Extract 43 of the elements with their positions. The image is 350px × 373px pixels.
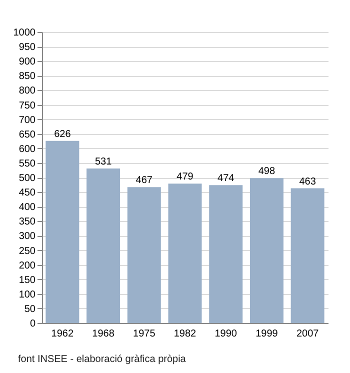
y-tick-label: 550	[18, 158, 36, 170]
bar	[86, 168, 120, 323]
data-label: 467	[136, 175, 153, 186]
y-tick-label: 750	[18, 100, 36, 112]
y-tick-label: 0	[30, 318, 36, 330]
y-tick-label: 500	[18, 173, 36, 184]
y-tick-label: 350	[18, 216, 36, 228]
y-tick-label: 300	[18, 231, 36, 242]
x-tick-label: 1999	[256, 328, 278, 340]
y-tick-label: 150	[18, 274, 36, 286]
y-tick-label: 700	[18, 114, 36, 126]
bar	[209, 185, 243, 323]
x-tick-label: 2007	[296, 328, 320, 340]
y-tick-label: 100	[18, 289, 36, 300]
data-label: 474	[218, 173, 235, 184]
y-tick-label: 600	[18, 144, 36, 155]
y-tick-label: 800	[18, 86, 36, 97]
y-tick-label: 650	[18, 129, 36, 140]
bar	[290, 188, 324, 323]
data-label: 479	[176, 172, 194, 183]
y-tick-label: 400	[18, 202, 36, 214]
x-tick-label: 1968	[92, 328, 115, 340]
x-tick-label: 1982	[174, 328, 197, 340]
y-tick-label: 200	[18, 260, 36, 272]
bar	[127, 187, 161, 323]
y-tick-label: 950	[18, 42, 36, 54]
data-label: 463	[299, 176, 316, 188]
y-tick-label: 50	[24, 304, 36, 315]
x-tick-label: 1975	[133, 328, 156, 340]
x-tick-label: 1990	[214, 328, 238, 340]
y-tick-label: 900	[18, 56, 36, 68]
bar	[46, 140, 80, 323]
y-tick-label: 1000	[13, 28, 36, 38]
data-label: 498	[258, 166, 276, 178]
bar	[168, 184, 202, 323]
x-tick-label: 1962	[51, 328, 74, 340]
y-tick-label: 250	[18, 246, 36, 257]
text: font INSEE - elaboració gràfica pròpia	[18, 354, 186, 365]
data-label: 626	[54, 128, 72, 140]
y-tick-label: 450	[18, 188, 36, 199]
y-tick-label: 850	[18, 71, 36, 82]
data-label: 531	[94, 156, 112, 168]
bar	[250, 178, 284, 323]
